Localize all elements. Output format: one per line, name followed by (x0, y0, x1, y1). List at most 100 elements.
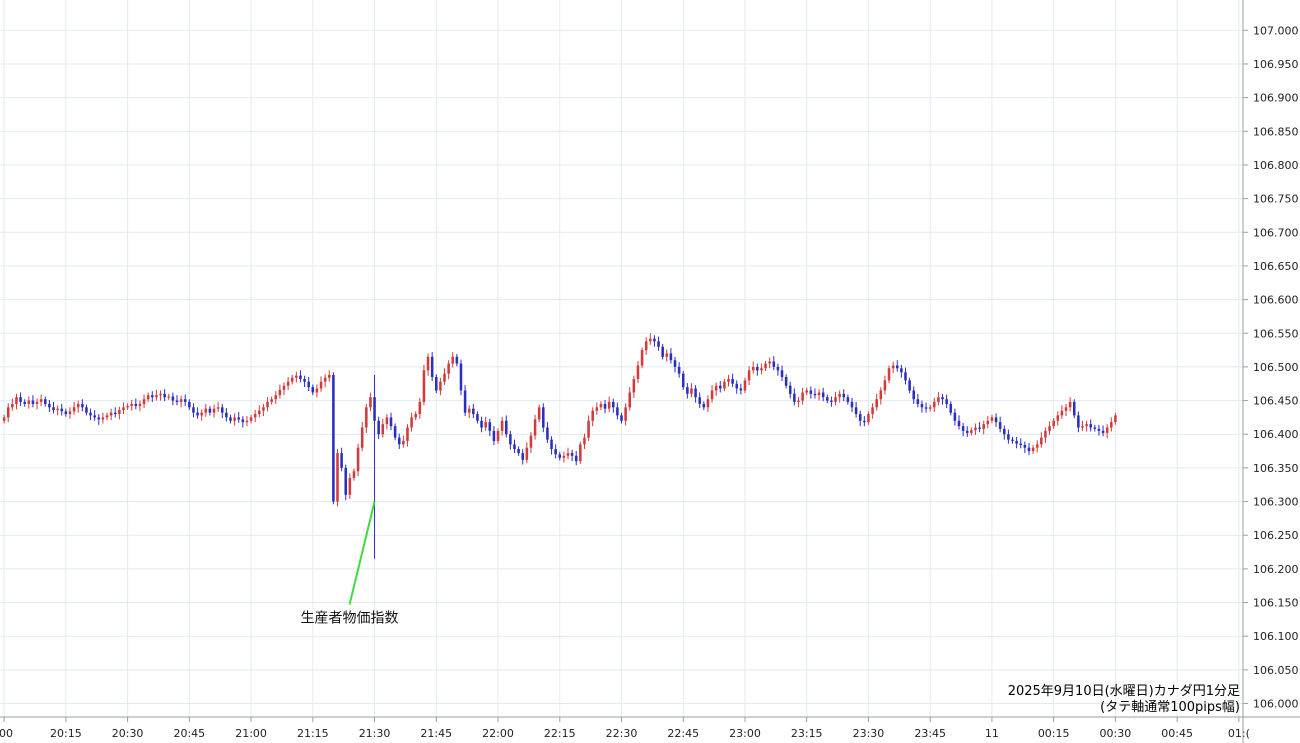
candle-body (714, 385, 718, 391)
candle-body (11, 403, 14, 408)
candle-body (895, 365, 899, 369)
candle-body (76, 403, 80, 408)
candle (56, 405, 59, 416)
candle (714, 382, 718, 396)
candle (410, 412, 413, 432)
candle-body (764, 363, 767, 369)
candle (982, 420, 985, 435)
candle (554, 444, 557, 459)
candle-body (805, 390, 808, 393)
candle (1040, 432, 1043, 448)
candle (1105, 424, 1109, 439)
candle-body (521, 453, 524, 460)
candle-body (603, 403, 607, 409)
candle (422, 364, 426, 406)
candle-body (142, 399, 146, 404)
candle-body (393, 426, 397, 438)
candle-body (504, 420, 508, 435)
candle-body (258, 410, 261, 415)
candle-body (529, 435, 533, 448)
candle (649, 333, 652, 345)
x-tick-label: 23:15 (791, 727, 823, 740)
x-tick-label: 22:00 (482, 727, 514, 740)
candle (451, 352, 455, 368)
candle (85, 404, 88, 416)
candle-body (875, 399, 878, 408)
candle-body (653, 338, 656, 342)
candle (435, 374, 438, 394)
candle (447, 360, 450, 380)
candle-body (1023, 445, 1027, 448)
candle-body (134, 403, 138, 406)
candle (941, 393, 944, 405)
candle (533, 414, 537, 440)
candle-body (834, 397, 837, 402)
candle-body (212, 408, 216, 413)
candle (101, 412, 105, 424)
candle (253, 410, 257, 423)
candle (624, 403, 627, 426)
candle (19, 392, 22, 406)
y-tick-label: 106.500 (1253, 361, 1299, 374)
candle-body (467, 408, 471, 413)
candle-body (846, 397, 850, 402)
candle-body (537, 407, 541, 420)
candle (43, 396, 47, 407)
candle-body (155, 395, 158, 398)
candle (838, 390, 841, 403)
candle (776, 363, 780, 376)
candle-body (138, 403, 142, 406)
candle-body (681, 373, 685, 388)
candle-body (595, 407, 599, 411)
candle (509, 430, 512, 450)
candle-body (871, 407, 874, 415)
candle (550, 436, 553, 455)
candle-body (937, 397, 940, 402)
candle (142, 394, 146, 408)
x-tick-label: 00:15 (1038, 727, 1070, 740)
annotation-pointer-line (348, 501, 376, 605)
candle-body (1040, 437, 1043, 445)
candle-body (583, 437, 586, 445)
candle-body (27, 400, 31, 404)
candle (336, 449, 339, 507)
candle-body (731, 379, 734, 384)
candle (381, 418, 385, 438)
candle (686, 383, 689, 399)
candle-body (924, 407, 928, 409)
candle (595, 402, 599, 415)
y-tick-label: 106.250 (1253, 529, 1299, 542)
candle-body (673, 360, 677, 367)
candle-body (644, 341, 648, 351)
candle-body (542, 407, 545, 428)
candle-body (484, 422, 487, 428)
candle-body (336, 453, 339, 502)
candle-body (620, 415, 623, 421)
candle-body (270, 399, 273, 402)
candle (303, 375, 306, 388)
x-tick-label: 00:30 (1100, 727, 1132, 740)
candle-body (282, 385, 286, 390)
candle (986, 416, 990, 429)
candle (933, 397, 936, 413)
candle (237, 412, 240, 423)
candle (188, 399, 191, 411)
candles-layer (2, 333, 1117, 559)
candle-body (126, 405, 129, 408)
candle-body (665, 353, 669, 357)
candle (72, 401, 76, 415)
candle (805, 387, 808, 396)
candle (768, 357, 771, 369)
candle-body (1015, 440, 1018, 444)
x-tick-label: 00:45 (1161, 727, 1193, 740)
candle (751, 361, 755, 374)
candle (801, 387, 804, 405)
candle-body (883, 380, 887, 391)
candle (669, 348, 673, 364)
candle-body (879, 390, 883, 400)
candle (122, 402, 125, 415)
candle (290, 374, 294, 385)
candle (562, 451, 566, 463)
candle-body (1110, 422, 1113, 428)
x-tick-label: 23:30 (853, 727, 885, 740)
